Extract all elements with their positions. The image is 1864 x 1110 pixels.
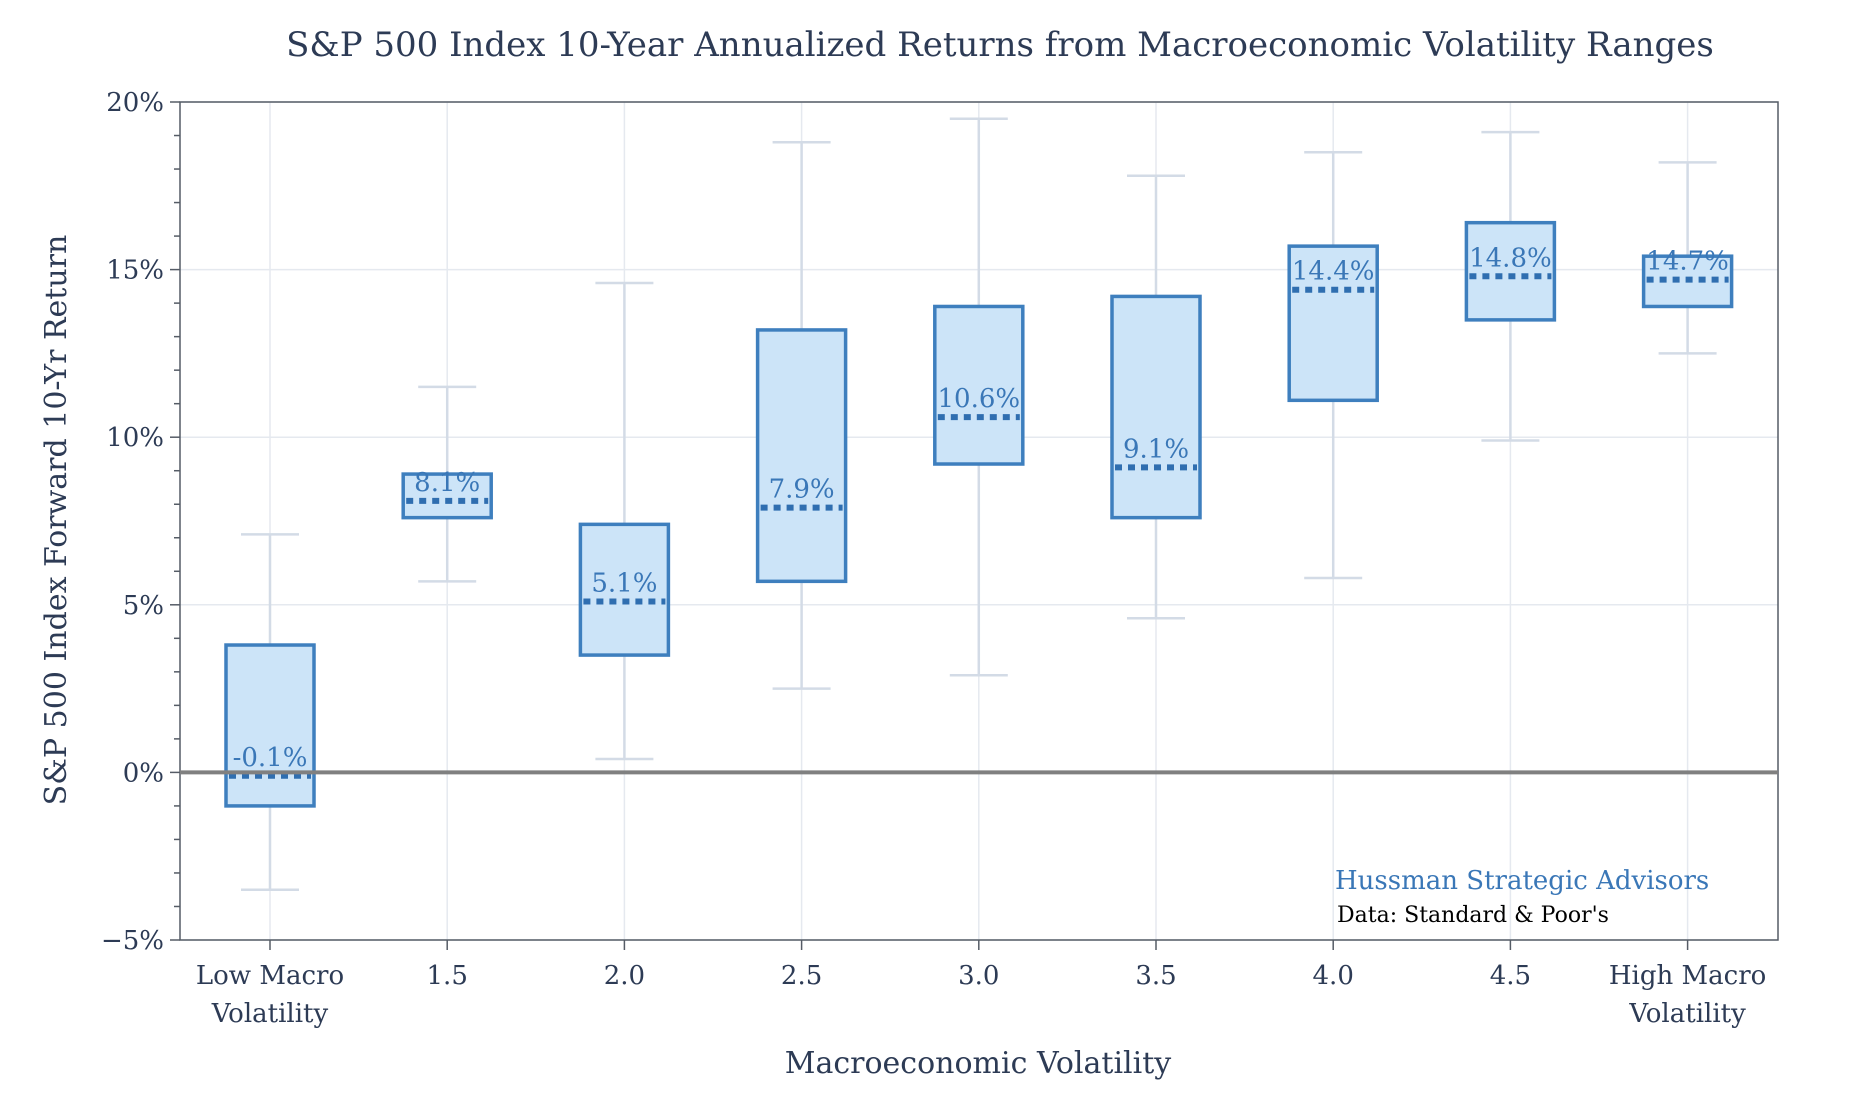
chart-title: S&P 500 Index 10-Year Annualized Returns… <box>286 25 1714 65</box>
x-axis-label: Macroeconomic Volatility <box>785 1046 1172 1081</box>
median-data-label: -0.1% <box>233 743 308 773</box>
y-tick-label: 5% <box>123 591 164 621</box>
whisker-layer <box>241 117 1717 891</box>
x-tick-label: 4.5 <box>1490 961 1531 991</box>
iqr-box <box>933 304 1025 466</box>
x-tick-label: 2.0 <box>604 961 645 991</box>
iqr-box <box>1287 244 1379 403</box>
iqr-box <box>401 472 493 520</box>
label-layer: -0.1% 8.1% 5.1% 7.9% 10.6% 9.1% 14.4% 14.8% 14.7… <box>233 243 1729 772</box>
x-tick-label: 3.5 <box>1135 961 1176 991</box>
median-data-label: 9.1% <box>1123 434 1189 464</box>
x-tick-label: 2.5 <box>781 961 822 991</box>
x-tick-label: High Macro <box>1609 961 1766 991</box>
iqr-box <box>1110 294 1202 520</box>
median-data-label: 14.4% <box>1292 257 1375 287</box>
median-data-label: 7.9% <box>769 475 835 505</box>
x-tick-label: 1.5 <box>427 961 468 991</box>
x-tick-label: 4.0 <box>1313 961 1354 991</box>
iqr-box <box>578 522 671 657</box>
y-tick-label: −5% <box>101 926 164 956</box>
median-data-label: 10.6% <box>937 384 1020 414</box>
x-tick-label: Low Macro <box>196 961 344 991</box>
y-tick-label: 15% <box>106 256 164 286</box>
median-data-label: 14.8% <box>1469 243 1552 273</box>
source-data-note: Data: Standard & Poor's <box>1337 903 1609 928</box>
source-organization: Hussman Strategic Advisors <box>1335 866 1709 896</box>
iqr-box <box>1464 220 1557 322</box>
x-tick-label: 3.0 <box>958 961 999 991</box>
axis-layer: −5% 0% 5% 10% 15% 20% Low Macro Volatility 1.5 2.… <box>101 88 1779 1029</box>
median-data-label: 8.1% <box>414 468 480 498</box>
median-data-label: 5.1% <box>591 568 657 598</box>
median-data-label: 14.7% <box>1646 247 1729 277</box>
iqr-box <box>755 328 848 584</box>
y-axis-label: S&P 500 Index Forward 10-Yr Return <box>39 235 74 806</box>
y-tick-label: 10% <box>106 423 164 453</box>
x-tick-label: Volatility <box>1628 999 1746 1029</box>
iqr-box <box>224 643 316 808</box>
x-tick-label: Volatility <box>211 999 329 1029</box>
y-tick-label: 20% <box>106 88 164 118</box>
box-layer <box>224 220 1734 808</box>
y-tick-label: 0% <box>123 758 164 788</box>
